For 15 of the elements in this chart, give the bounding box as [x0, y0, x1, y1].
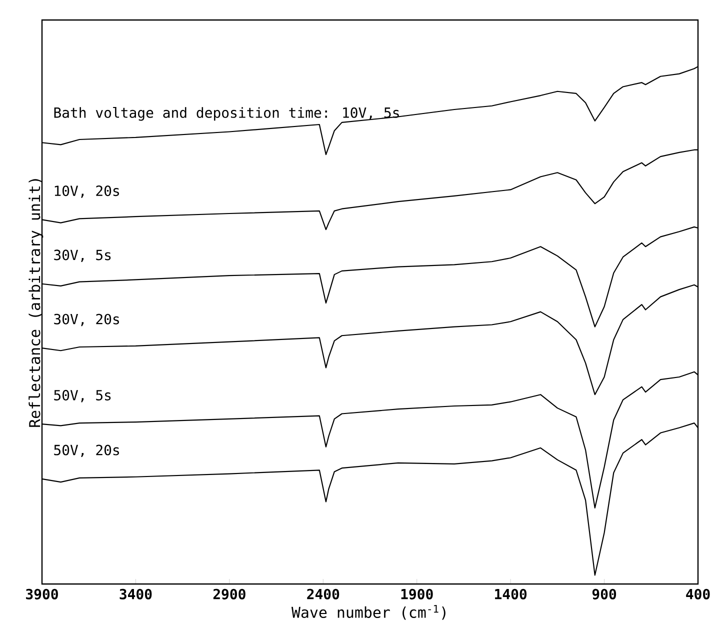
x-tick-label: 1900 — [401, 588, 433, 600]
series-label: 30V, 20s — [54, 314, 119, 326]
x-tick-label: 2900 — [213, 588, 246, 600]
series-label: 10V, 20s — [54, 186, 119, 198]
x-tick-label: 900 — [592, 588, 616, 600]
series-label: 50V, 20s — [54, 444, 119, 458]
x-axis-title: Wave number (cm$^{-1}$) — [291, 604, 446, 620]
x-tick-label: 2400 — [307, 588, 340, 600]
x-tick-label: 3400 — [120, 588, 152, 600]
series-label: 30V, 5s — [54, 250, 111, 262]
x-tick-label: 3900 — [26, 588, 58, 600]
y-axis-title: Reflectance (arbitrary unit) — [28, 179, 44, 427]
x-tick-label: 400 — [686, 588, 710, 600]
series-label: 50V, 5s — [54, 390, 111, 402]
x-tick-label: 1400 — [495, 588, 527, 600]
